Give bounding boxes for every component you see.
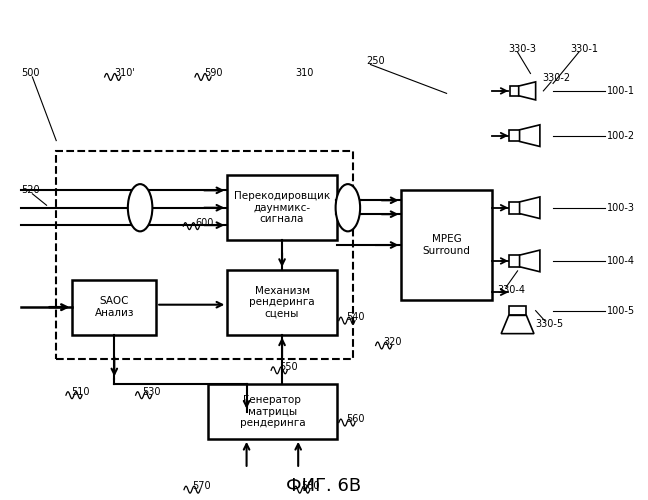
Text: 570: 570 xyxy=(192,481,211,491)
Text: 580: 580 xyxy=(301,481,320,491)
Polygon shape xyxy=(518,82,536,100)
Text: 100-2: 100-2 xyxy=(607,130,635,140)
Text: 560: 560 xyxy=(347,414,365,424)
Text: SAOC
Анализ: SAOC Анализ xyxy=(95,296,134,318)
Text: Механизм
рендеринга
сцены: Механизм рендеринга сцены xyxy=(249,286,315,319)
FancyBboxPatch shape xyxy=(227,176,337,240)
Text: 510: 510 xyxy=(71,386,89,396)
FancyBboxPatch shape xyxy=(401,190,492,300)
FancyBboxPatch shape xyxy=(227,270,337,334)
Text: 100-3: 100-3 xyxy=(607,202,634,212)
Text: 100-5: 100-5 xyxy=(607,306,635,316)
Polygon shape xyxy=(510,86,518,96)
Text: Перекодировщик
даунмикс-
сигнала: Перекодировщик даунмикс- сигнала xyxy=(234,191,330,224)
Text: 250: 250 xyxy=(366,56,384,66)
Text: 600: 600 xyxy=(195,218,213,228)
Text: MPEG
Surround: MPEG Surround xyxy=(422,234,470,256)
Text: 500: 500 xyxy=(21,68,40,78)
Text: 330-2: 330-2 xyxy=(542,74,570,84)
Polygon shape xyxy=(501,316,534,334)
Polygon shape xyxy=(509,202,520,213)
Polygon shape xyxy=(509,255,520,267)
Text: 330-1: 330-1 xyxy=(570,44,599,54)
Polygon shape xyxy=(509,306,526,316)
Text: 590: 590 xyxy=(205,68,223,78)
Text: 330-3: 330-3 xyxy=(509,44,537,54)
Text: 100-1: 100-1 xyxy=(607,86,634,96)
Text: 530: 530 xyxy=(142,386,161,396)
FancyBboxPatch shape xyxy=(208,384,337,439)
Text: Генератор
матрицы
рендеринга: Генератор матрицы рендеринга xyxy=(240,395,305,428)
Polygon shape xyxy=(520,197,540,218)
Text: ФИГ. 6В: ФИГ. 6В xyxy=(286,477,362,495)
Text: 330-4: 330-4 xyxy=(497,285,525,295)
Polygon shape xyxy=(509,130,520,141)
Ellipse shape xyxy=(336,184,360,232)
FancyBboxPatch shape xyxy=(73,280,156,334)
Polygon shape xyxy=(520,250,540,272)
Ellipse shape xyxy=(128,184,152,232)
Text: 550: 550 xyxy=(279,362,297,372)
Text: 540: 540 xyxy=(347,312,365,322)
Text: 520: 520 xyxy=(21,186,40,196)
Text: 100-4: 100-4 xyxy=(607,256,634,266)
Polygon shape xyxy=(520,125,540,146)
Text: 310: 310 xyxy=(295,68,314,78)
Text: 330-5: 330-5 xyxy=(536,318,564,328)
Text: 310': 310' xyxy=(114,68,135,78)
Text: 320: 320 xyxy=(384,337,402,347)
